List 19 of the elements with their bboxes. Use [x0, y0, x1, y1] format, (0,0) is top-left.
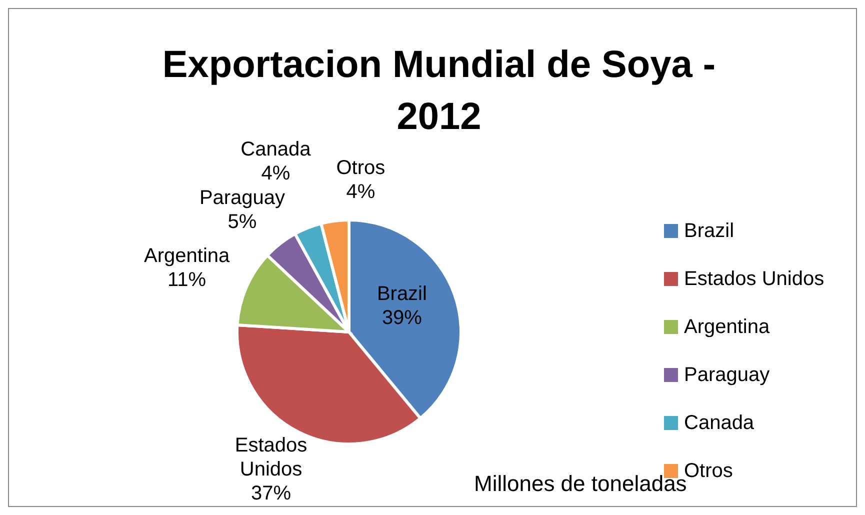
slice-label: Brazil [376, 283, 427, 306]
legend-label: Otros [684, 460, 733, 482]
slice-label: Argentina [144, 245, 231, 268]
slice-label: Otros [336, 157, 386, 180]
legend-label: Paraguay [684, 364, 770, 386]
slice-label: Estados Unidos [234, 434, 308, 481]
data-label: 4% [261, 162, 290, 184]
chart-title: Exportacion Mundial de Soya - 2012 [162, 44, 716, 138]
data-label: 4% [346, 181, 376, 204]
data-label: 11% [168, 269, 206, 292]
legend-label: Argentina [684, 316, 770, 338]
legend-label: Canada [684, 412, 754, 434]
data-label: 39% [382, 307, 422, 330]
data-label: 5% [228, 211, 257, 234]
data-label: 37% [251, 482, 292, 505]
legend-label: Brazil [684, 220, 734, 242]
slice-label: Canada [240, 138, 312, 160]
slice-label: Paraguay [199, 187, 286, 210]
legend-label: Estados Unidos [684, 268, 824, 290]
